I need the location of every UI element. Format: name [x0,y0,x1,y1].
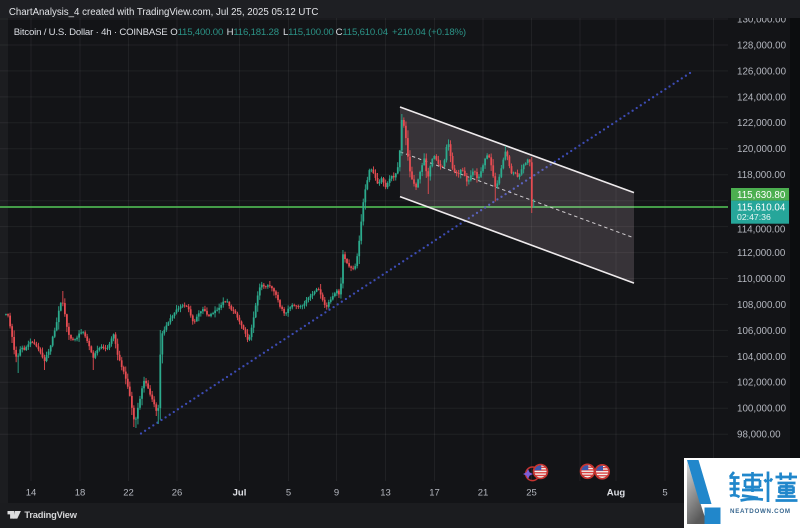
svg-text:124,000.00: 124,000.00 [737,92,787,103]
svg-text:TradingView: TradingView [24,510,77,520]
svg-text:25: 25 [526,487,537,498]
svg-text:110,000.00: 110,000.00 [737,274,786,285]
svg-text:NEATDOWN.COM: NEATDOWN.COM [730,508,791,515]
svg-text:5: 5 [286,487,291,498]
svg-text:98,000.00: 98,000.00 [737,430,781,441]
svg-text:14: 14 [26,487,37,498]
svg-text:130,000.00: 130,000.00 [737,14,787,25]
svg-text:21: 21 [478,487,489,498]
svg-text:O115,400.00: O115,400.00 [170,27,223,38]
svg-text:26: 26 [172,487,183,498]
svg-text:ChartAnalysis_4 created with T: ChartAnalysis_4 created with TradingView… [9,7,318,18]
svg-text:5: 5 [662,487,667,498]
svg-text:Jul: Jul [233,487,247,498]
svg-text:C115,610.04: C115,610.04 [336,27,389,38]
svg-text:L115,100.00: L115,100.00 [283,27,334,38]
svg-text:100,000.00: 100,000.00 [737,404,787,415]
svg-text:118,000.00: 118,000.00 [737,170,786,181]
svg-text:18: 18 [75,487,86,498]
svg-text:120,000.00: 120,000.00 [737,144,787,155]
svg-text:122,000.00: 122,000.00 [737,118,787,129]
svg-text:115,630.80: 115,630.80 [737,190,786,201]
svg-text:02:47:36: 02:47:36 [737,212,771,222]
svg-text:112,000.00: 112,000.00 [737,248,786,259]
svg-text:108,000.00: 108,000.00 [737,300,787,311]
svg-text:22: 22 [123,487,134,498]
svg-text:Bitcoin / U.S. Dollar · 4h · C: Bitcoin / U.S. Dollar · 4h · COINBASE [14,27,168,38]
svg-text:106,000.00: 106,000.00 [737,326,787,337]
svg-text:102,000.00: 102,000.00 [737,378,787,389]
svg-text:Aug: Aug [607,487,626,498]
svg-text:H116,181.28: H116,181.28 [227,27,279,38]
svg-text:115,610.04: 115,610.04 [737,203,786,214]
svg-text:+210.04 (+0.18%): +210.04 (+0.18%) [392,27,466,38]
svg-text:13: 13 [380,487,391,498]
svg-text:128,000.00: 128,000.00 [737,40,787,51]
svg-text:126,000.00: 126,000.00 [737,66,787,77]
svg-text:114,000.00: 114,000.00 [737,224,786,235]
svg-text:104,000.00: 104,000.00 [737,352,787,363]
svg-text:17: 17 [429,487,440,498]
svg-text:9: 9 [334,487,339,498]
